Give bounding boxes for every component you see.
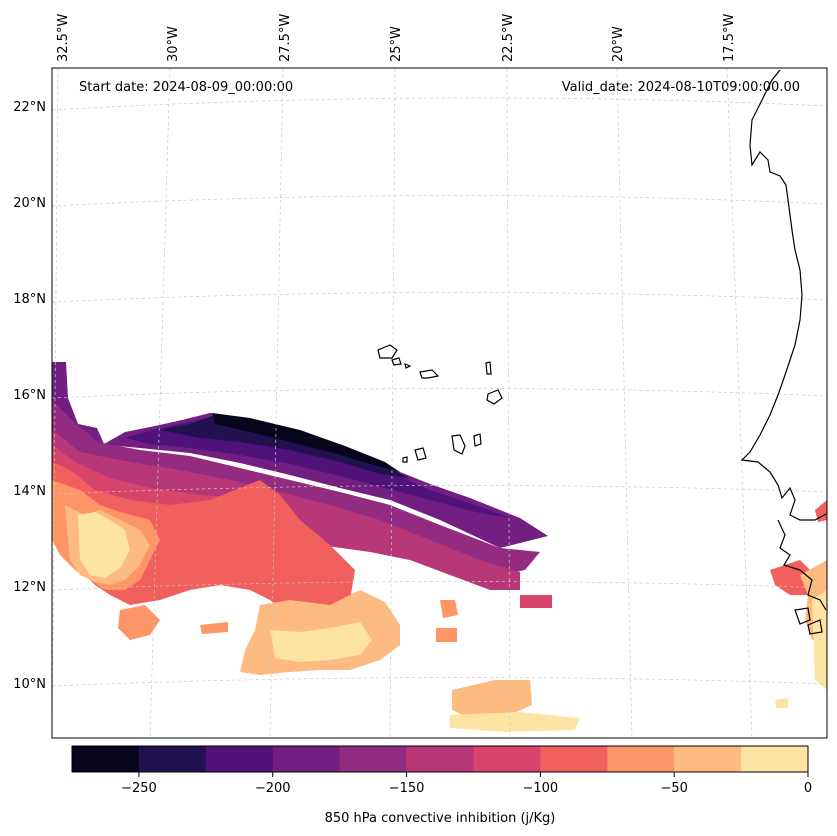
colorbar-frame bbox=[71, 745, 809, 773]
colorbar-tick-label: −150 bbox=[389, 781, 425, 796]
colorbar-segment bbox=[674, 746, 742, 772]
lon-label-25w: 25°W bbox=[389, 26, 404, 62]
africa-coastline bbox=[740, 69, 827, 521]
cin-south-blob-9 bbox=[436, 628, 457, 642]
lat-label-16n: 16°N bbox=[13, 388, 46, 403]
cape-verde-maio bbox=[473, 433, 482, 447]
colorbar-segment bbox=[406, 746, 474, 772]
colorbar-tick-label: 0 bbox=[804, 781, 812, 796]
colorbar-segment bbox=[339, 746, 408, 772]
lat-label-20n: 20°N bbox=[13, 196, 46, 211]
start-date-label: Start date: 2024-08-09_00:00:00 bbox=[79, 80, 293, 95]
colorbar-segment bbox=[272, 746, 341, 772]
colorbar-segment bbox=[607, 746, 675, 772]
cin-east-blob-1 bbox=[770, 560, 815, 595]
cape-verde-santiago bbox=[451, 434, 466, 455]
cape-verde-sao-vicente bbox=[391, 357, 402, 366]
cape-verde-santo-antao bbox=[377, 344, 398, 359]
lon-label-32-5w: 32.5°W bbox=[56, 14, 71, 62]
africa-coastline-south bbox=[777, 519, 827, 611]
cin-south-blob-3 bbox=[118, 605, 160, 640]
coastlines bbox=[377, 69, 827, 635]
lat-label-18n: 18°N bbox=[13, 292, 46, 307]
lon-label-20w: 20°W bbox=[611, 26, 626, 62]
colorbar-tick-label: −50 bbox=[660, 781, 687, 796]
colorbar-segment bbox=[138, 746, 207, 772]
colorbar bbox=[72, 746, 809, 772]
longitude-labels: 32.5°W 30°W 27.5°W 25°W 22.5°W 20°W 17.5… bbox=[56, 14, 737, 62]
bijagos-islands bbox=[794, 607, 823, 635]
colorbar-segment bbox=[205, 746, 274, 772]
cin-south-blob-7 bbox=[450, 712, 580, 732]
cin-field bbox=[52, 362, 827, 732]
cape-verde-brava bbox=[402, 456, 408, 463]
latitude-labels: 22°N 20°N 18°N 16°N 14°N 12°N 10°N bbox=[13, 100, 46, 692]
cin-east-blob-3 bbox=[812, 590, 827, 690]
map-frame bbox=[51, 67, 828, 739]
cin-east-blob-5 bbox=[775, 698, 788, 708]
cape-verde-santa-luzia bbox=[404, 363, 412, 369]
lon-label-30w: 30°W bbox=[166, 26, 181, 62]
colorbar-segment bbox=[72, 746, 140, 772]
lon-label-22-5w: 22.5°W bbox=[501, 14, 516, 62]
cin-band-navy bbox=[160, 416, 410, 478]
cape-verde-sao-nicolau bbox=[419, 369, 440, 379]
lat-label-14n: 14°N bbox=[13, 484, 46, 499]
cin-east-blob-4 bbox=[815, 500, 827, 522]
colorbar-label: 850 hPa convective inhibition (j/Kg) bbox=[325, 811, 556, 826]
cape-verde-sal bbox=[485, 361, 492, 375]
lat-label-12n: 12°N bbox=[13, 580, 46, 595]
lat-label-22n: 22°N bbox=[13, 100, 46, 115]
valid-date-label: Valid_date: 2024-08-10T09:00:00.00 bbox=[562, 80, 800, 95]
gridlines bbox=[51, 67, 828, 739]
cape-verde-fogo bbox=[414, 447, 427, 461]
cin-band-pale-yellow bbox=[78, 512, 130, 578]
colorbar-tick-label: −100 bbox=[523, 781, 559, 796]
cin-band-indigo bbox=[125, 416, 510, 518]
colorbar-tick-label: −200 bbox=[255, 781, 291, 796]
colorbar-ticks: −250 −200 −150 −100 −50 0 bbox=[121, 772, 812, 796]
cin-south-blob-2 bbox=[270, 622, 372, 662]
colorbar-segment bbox=[540, 746, 608, 772]
lon-label-27-5w: 27.5°W bbox=[278, 14, 293, 62]
lon-label-17-5w: 17.5°W bbox=[722, 14, 737, 62]
colorbar-segment bbox=[473, 746, 541, 772]
cape-verde-boa-vista bbox=[486, 389, 503, 405]
cin-south-blob-5 bbox=[520, 595, 552, 608]
cin-band-magenta bbox=[52, 400, 540, 575]
cin-band-black bbox=[212, 413, 400, 472]
cin-south-blob-6 bbox=[452, 680, 532, 718]
colorbar-tick-label: −250 bbox=[121, 781, 157, 796]
lat-label-10n: 10°N bbox=[13, 677, 46, 692]
cin-south-blob-4 bbox=[440, 600, 458, 618]
colorbar-segment bbox=[741, 746, 809, 772]
cin-south-blob-8 bbox=[200, 622, 228, 634]
